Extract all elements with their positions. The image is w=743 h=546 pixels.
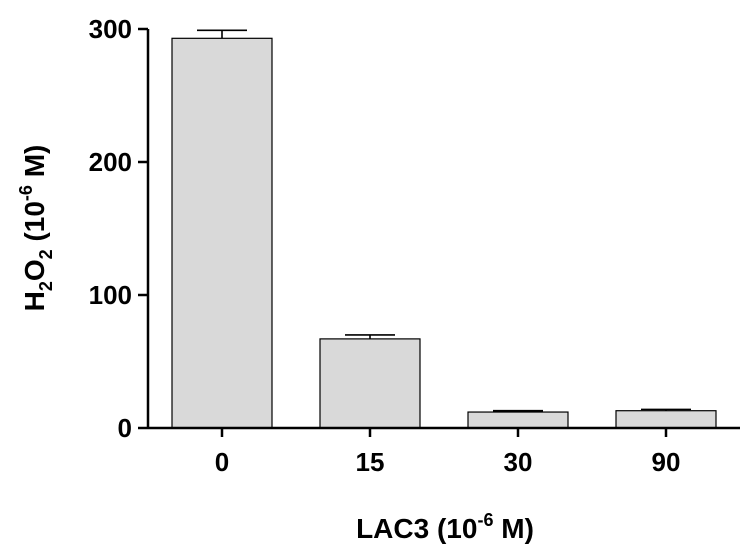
y-axis-title-sub1: 2: [36, 281, 56, 291]
y-tick-label: 100: [89, 280, 132, 310]
x-ticks-layer: 0 15 30 90: [215, 428, 681, 477]
x-tick-label: 0: [215, 447, 229, 477]
x-axis-title-unit: M): [493, 513, 533, 544]
y-axis-title: H2O2 (10-6 M): [16, 145, 56, 312]
y-axis-title-base: (10: [19, 201, 50, 249]
bar-90: [615, 410, 717, 429]
y-tick-label: 0: [118, 413, 132, 443]
y-axis-title-o: O: [19, 259, 50, 281]
x-tick-label: 90: [652, 447, 681, 477]
x-tick-label: 15: [356, 447, 385, 477]
error-bars-layer: [197, 29, 691, 413]
error-bar-15: [345, 334, 395, 339]
error-bar-30: [493, 409, 543, 413]
x-axis-title-base: LAC3 (10: [356, 513, 477, 544]
bar-30: [467, 411, 569, 429]
error-bar-0: [197, 29, 247, 39]
y-tick-label: 200: [89, 147, 132, 177]
y-axis-title-sub2: 2: [36, 249, 56, 259]
y-axis-title-h: H: [19, 291, 50, 311]
x-tick-label: 30: [504, 447, 533, 477]
y-axis-title-unit: M): [19, 145, 50, 185]
bar-15: [319, 338, 421, 429]
y-ticks-layer: 0 100 200 300: [89, 14, 148, 443]
axes-layer: [146, 29, 740, 430]
bars-layer: [171, 37, 717, 429]
x-axis-title: LAC3 (10-6 M): [356, 510, 534, 544]
error-bar-90: [641, 408, 691, 411]
bar-0: [171, 37, 273, 429]
y-axis-title-exponent: -6: [16, 185, 36, 201]
x-axis-title-exponent: -6: [477, 510, 493, 530]
y-tick-label: 300: [89, 14, 132, 44]
